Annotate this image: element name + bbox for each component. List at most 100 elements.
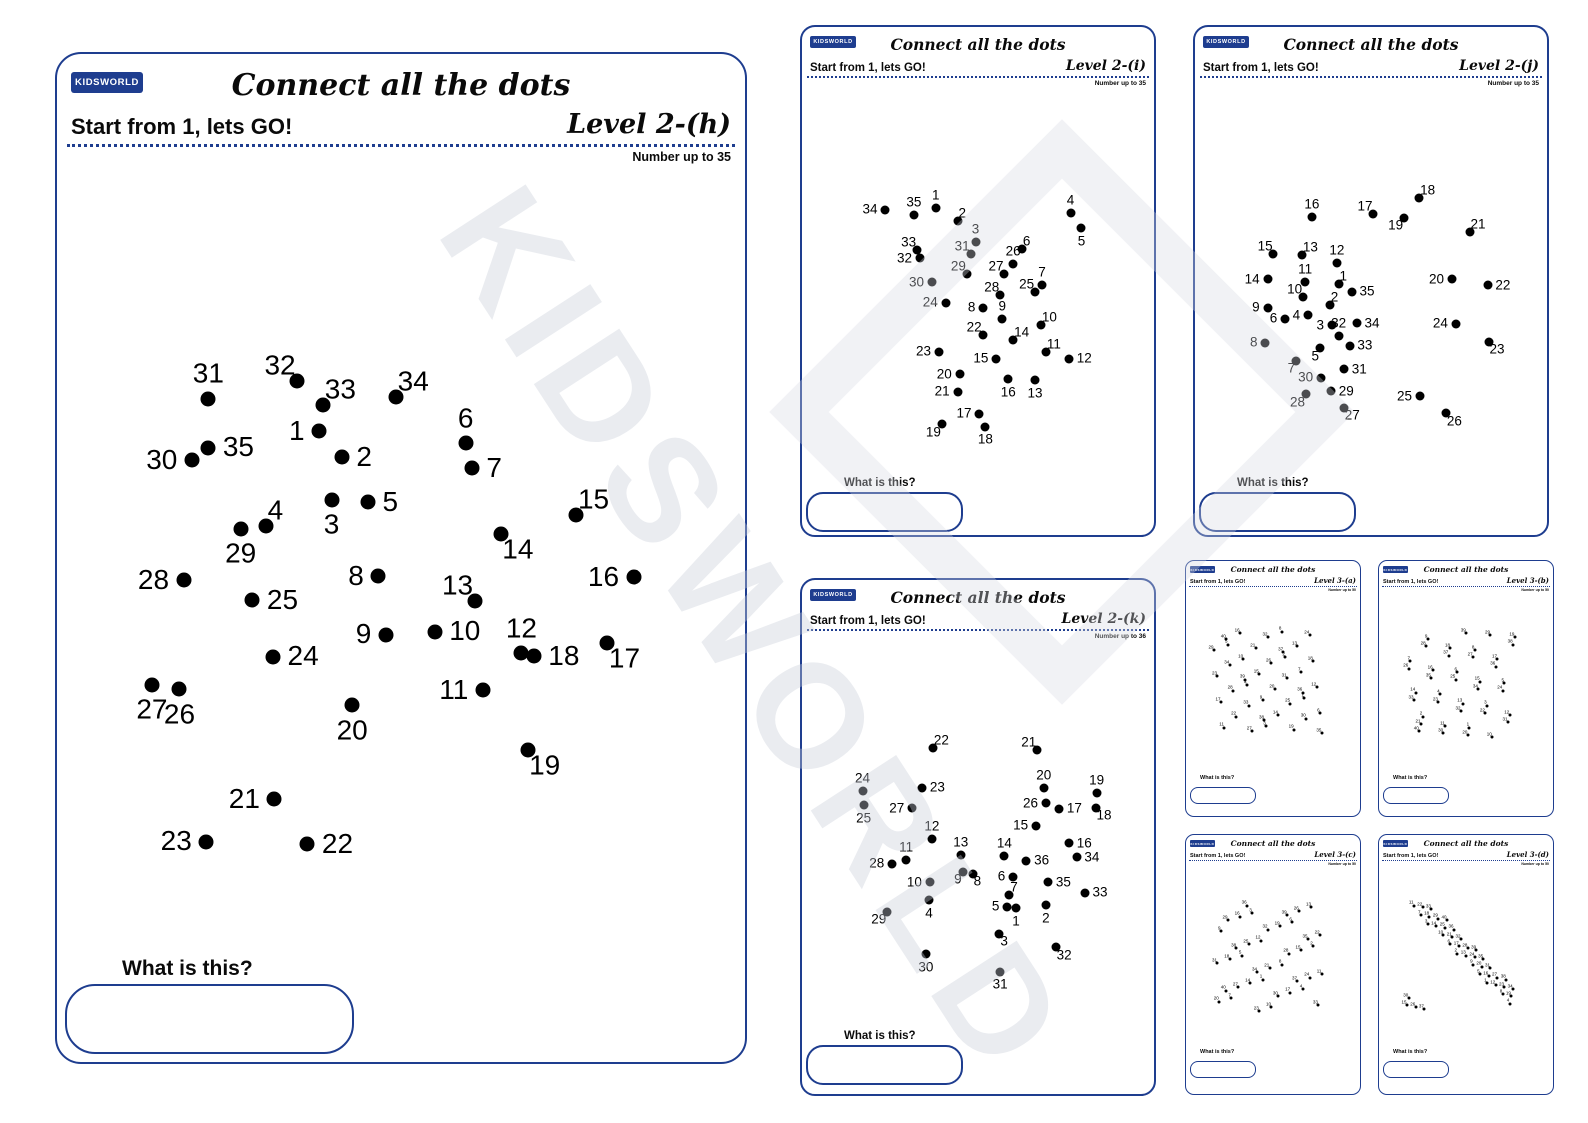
dot-number-label: 3 <box>1263 720 1266 726</box>
dot-number-label: 30 <box>1438 727 1444 733</box>
answer-box[interactable] <box>1190 787 1256 804</box>
dot-number-label: 32 <box>1262 631 1268 637</box>
dot-number-label: 13 <box>1292 640 1298 646</box>
dot-25: 25 <box>1450 674 1458 682</box>
answer-box[interactable] <box>806 1045 963 1085</box>
start-instruction: Start from 1, lets GO! <box>1203 62 1319 74</box>
number-range-label: Number up to 36 <box>1094 633 1146 640</box>
dot-number-label: 19 <box>1388 217 1404 233</box>
dot-26: 26 <box>1006 244 1021 269</box>
answer-box[interactable] <box>1190 1061 1256 1078</box>
dot-5: 5 <box>1225 639 1230 646</box>
puzzle-canvas: 1 2 3 4 5 6 7 8 9 10 11 12 13 14 15 16 17 18 19 20 21 22 23 24 2… <box>1379 863 1553 1048</box>
dot-27: 27 <box>1247 726 1254 733</box>
dot-5: 5 <box>1312 343 1325 362</box>
dot-39: 39 <box>1240 674 1247 682</box>
dot-number-label: 16 <box>1076 835 1092 851</box>
dot-number-label: 14 <box>996 835 1012 851</box>
answer-box[interactable] <box>1383 1061 1449 1078</box>
dot-number-label: 31 <box>1281 672 1287 677</box>
dot-33: 33 <box>1345 339 1372 352</box>
brand-label: KIDSWORLD <box>75 77 139 88</box>
dot-number-label: 22 <box>1417 901 1423 907</box>
dot-18: 18 <box>1224 954 1231 961</box>
question-label: What is this? <box>1200 775 1235 781</box>
dot-32: 32 <box>264 351 305 389</box>
answer-box[interactable] <box>1383 787 1449 804</box>
dot-number-label: 17 <box>1066 800 1082 816</box>
dot-19: 19 <box>1089 773 1104 798</box>
puzzle-canvas: 1 2 3 4 5 6 7 8 9 10 11 12 13 14 15 16 17 18 19 20 21 22 23 24 2… <box>1195 97 1547 477</box>
dot-6: 6 <box>1317 708 1322 715</box>
puzzle-canvas: 1 2 3 4 5 6 7 8 9 10 11 12 13 14 15 16 17 18 19 20 21 22 23 24 2… <box>1186 863 1360 1048</box>
dot-number-label: 25 <box>1439 921 1445 927</box>
dot-number-label: 31 <box>992 976 1008 992</box>
dot-25: 25 <box>1440 922 1447 930</box>
dot-22: 22 <box>1480 708 1487 715</box>
dot-5: 5 <box>1076 223 1086 247</box>
dot-35: 35 <box>906 196 921 220</box>
dot-11: 11 <box>1409 900 1416 908</box>
answer-box[interactable] <box>1199 492 1356 532</box>
dot-39: 39 <box>1282 909 1289 917</box>
worksheet-card-level-3c: KIDSWORLD Connect all the dots Start fro… <box>1185 834 1361 1095</box>
dot-number-label: 1 <box>289 414 305 446</box>
dot-number-label: 19 <box>1089 772 1105 788</box>
dot-number-label: 32 <box>1331 315 1347 331</box>
dot-number-label: 8 <box>1250 334 1258 350</box>
dot-number-label: 39 <box>1239 673 1245 679</box>
dot-number-label: 19 <box>529 749 561 781</box>
dot-21: 21 <box>1264 963 1272 970</box>
dot-number-label: 20 <box>1036 767 1052 783</box>
dot-number-label: 26 <box>1446 413 1462 429</box>
dot-21: 21 <box>1447 932 1454 939</box>
dot-32: 32 <box>1262 632 1270 639</box>
dot-37: 37 <box>1419 1004 1426 1011</box>
dot-6: 6 <box>1270 312 1290 325</box>
dot-number-label: 17 <box>1357 198 1373 214</box>
dot-40: 40 <box>1221 634 1228 641</box>
dot-34: 34 <box>1252 967 1259 974</box>
dot-5: 5 <box>1477 969 1482 976</box>
dot-13: 13 <box>1028 375 1043 399</box>
dot-26: 26 <box>1294 906 1301 913</box>
dot-15: 15 <box>973 352 1001 365</box>
puzzle-canvas: 1 2 3 4 5 6 7 8 9 10 11 12 13 14 15 16 17 18 19 20 21 22 23 24 2… <box>802 650 1154 1030</box>
dot-1: 1 <box>289 416 327 444</box>
dot-number-label: 40 <box>1413 725 1419 731</box>
dot-1: 1 <box>1467 722 1471 730</box>
dot-26: 26 <box>1266 658 1273 665</box>
dot-number-label: 11 <box>439 673 469 705</box>
answer-box[interactable] <box>65 984 354 1054</box>
dot-30: 30 <box>1301 713 1308 720</box>
dot-4: 4 <box>1300 983 1305 991</box>
dot-14: 14 <box>997 836 1012 861</box>
dot-29: 29 <box>225 521 256 567</box>
dot-number-label: 13 <box>1302 239 1318 255</box>
dot-number-label: 28 <box>137 563 170 595</box>
dot-number-label: 4 <box>1244 679 1247 685</box>
dot-34: 34 <box>388 367 429 405</box>
dot-34: 34 <box>1508 983 1515 991</box>
dot-number-label: 7 <box>1407 655 1411 661</box>
dot-16: 16 <box>1235 628 1242 635</box>
dot-10: 10 <box>1438 930 1445 937</box>
dot-28: 28 <box>984 281 1005 300</box>
dot-24: 24 <box>265 642 319 670</box>
dot-number-label: 33 <box>1243 699 1249 705</box>
dot-13: 13 <box>1457 698 1465 706</box>
dot-number-label: 13 <box>953 834 969 850</box>
dot-number-label: 15 <box>1013 817 1029 833</box>
dot-23: 23 <box>161 827 214 855</box>
level-label: Level 2-(h) <box>567 109 731 140</box>
dot-30: 30 <box>1273 991 1280 998</box>
answer-box[interactable] <box>806 492 963 532</box>
dot-number-label: 14 <box>502 533 534 565</box>
dot-number-label: 17 <box>1215 696 1221 702</box>
dot-number-label: 11 <box>1440 720 1445 726</box>
dot-17: 17 <box>1454 941 1461 948</box>
dot-17: 17 <box>1285 987 1292 994</box>
worksheet-card-level-2j: KIDSWORLD Connect all the dots Start fro… <box>1193 25 1549 537</box>
dot-1: 1 <box>931 188 941 213</box>
dot-9: 9 <box>954 867 967 886</box>
